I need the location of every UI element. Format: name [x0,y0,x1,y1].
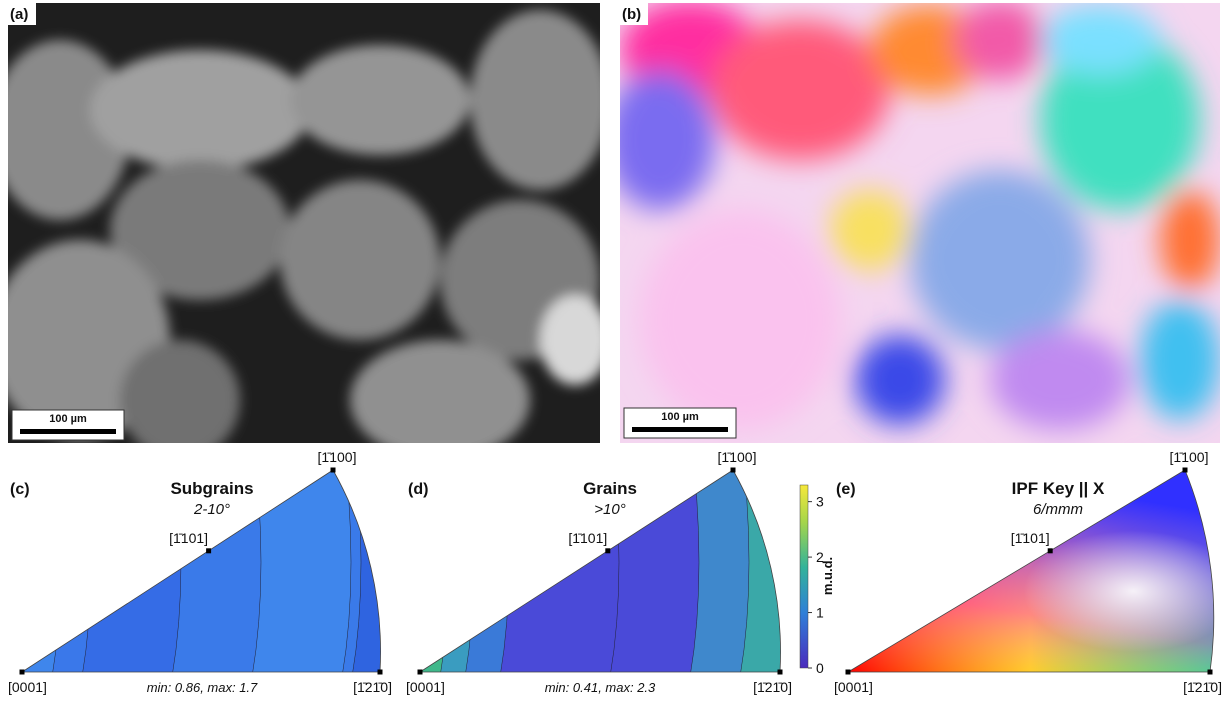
direction-label: [1̄101] [568,530,607,546]
micrograph-b [620,3,1220,443]
scale-text: 100 µm [661,411,699,423]
pole-marker [777,669,783,675]
scale-bar [20,429,116,434]
label-box [8,3,36,25]
pole-marker [1047,548,1053,554]
colorbar [799,484,809,669]
pole-marker [206,548,212,554]
range-text: min: 0.41, max: 2.3 [545,680,656,695]
pole-marker [730,467,736,473]
contour-band [739,470,781,672]
direction-label: [1̄101] [169,530,208,546]
pole-title: Subgrains [170,479,253,498]
label-box [620,3,648,25]
pole-figure [848,470,1214,672]
direction-label: [1̄100] [318,449,357,465]
pole-marker [605,548,611,554]
pole-figure-outline [20,469,381,673]
panel-label: (b) [622,6,641,23]
pole-marker [1207,669,1213,675]
pole-marker [330,467,336,473]
colorbar-tick-label: 3 [816,494,824,510]
direction-label: [0001] [834,679,873,695]
micrograph-a [8,3,600,443]
direction-label: [1̄21̄0] [753,679,792,695]
scale-text: 100 µm [49,413,87,425]
pole-marker [417,669,423,675]
range-text: min: 0.86, max: 1.7 [147,680,258,695]
direction-label: [1̄101] [1011,530,1050,546]
pole-subtitle: 6/mmm [1033,501,1083,518]
pole-marker [1182,467,1188,473]
direction-label: [0001] [8,679,47,695]
direction-label: [1̄100] [1170,449,1209,465]
pole-figure-outline [418,469,781,673]
contour-band [341,470,381,672]
pole-marker [845,669,851,675]
direction-label: [1̄21̄0] [1183,679,1222,695]
contour-band [351,470,381,672]
colorbar-label: m.u.d. [820,557,835,595]
scale-bar [632,427,728,432]
colorbar-tick-label: 1 [816,605,824,621]
pole-marker [377,669,383,675]
panel-label: (d) [408,481,428,498]
pole-subtitle: >10° [594,501,625,518]
colorbar-tick-label: 0 [816,660,824,676]
contour-band [689,470,781,672]
panel-label: (c) [10,481,30,498]
pole-subtitle: 2-10° [193,501,230,518]
ipf-fill [848,470,1214,672]
scale-box [623,407,737,439]
panel-label: (e) [836,481,856,498]
pole-figure-outline [846,469,1215,673]
pole-marker [19,669,25,675]
panel-label: (a) [10,6,28,23]
direction-label: [1̄21̄0] [353,679,392,695]
colorbar-tick-label: 2 [816,549,824,565]
pole-title: IPF Key || X [1012,479,1105,498]
pole-title: Grains [583,479,637,498]
direction-label: [1̄100] [718,449,757,465]
scale-box [11,409,125,441]
direction-label: [0001] [406,679,445,695]
